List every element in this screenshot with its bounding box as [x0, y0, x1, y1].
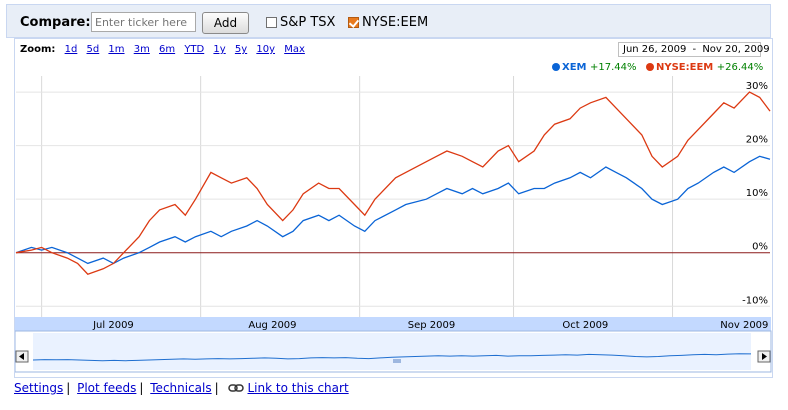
sp-tsx-label: S&P TSX — [280, 15, 336, 30]
legend-eem-change: +26.44% — [716, 62, 764, 73]
x-tick-label: Jul 2009 — [92, 320, 134, 331]
zoom-max[interactable]: Max — [284, 44, 305, 55]
y-tick-label: 20% — [746, 135, 768, 146]
x-axis-band — [15, 317, 771, 331]
chain-link-icon — [227, 384, 244, 392]
zoom-1y[interactable]: 1y — [213, 44, 226, 55]
legend-xem-name: XEM — [562, 62, 587, 73]
zoom-label: Zoom: — [20, 44, 56, 55]
separator: | — [139, 381, 144, 395]
zoom-10y[interactable]: 10y — [256, 44, 276, 55]
xem-legend-dot — [552, 63, 560, 71]
link-to-chart[interactable]: Link to this chart — [247, 381, 349, 395]
eem-legend-dot — [645, 63, 654, 71]
separator: | — [214, 381, 219, 395]
date-range[interactable]: Jun 26, 2009 - Nov 20, 2009 — [618, 42, 770, 57]
zoom-ytd[interactable]: YTD — [184, 44, 205, 55]
zoom-3m[interactable]: 3m — [133, 44, 150, 55]
arrow-left-icon — [19, 353, 24, 360]
price-chart[interactable]: 30% 20% 10% 0% -10% Jul 2009 Aug 2009 Sep 2009 O… — [15, 76, 773, 376]
technicals-link[interactable]: Technicals — [150, 381, 212, 395]
separator: | — [66, 381, 71, 395]
series-line-nyse-eem — [15, 91, 771, 275]
x-tick-label: Oct 2009 — [562, 320, 608, 331]
x-tick-label: Sep 2009 — [408, 320, 455, 331]
y-tick-label: 30% — [746, 81, 768, 92]
add-button[interactable]: Add — [202, 12, 249, 34]
date-range-start: Jun 26, 2009 — [623, 44, 687, 55]
x-tick-label: Aug 2009 — [248, 320, 296, 331]
chart-legend: XEM +17.44% NYSE:EEM +26.44% — [552, 62, 769, 73]
legend-xem-change: +17.44% — [589, 62, 637, 73]
nyse-eem-label: NYSE:EEM — [362, 15, 429, 30]
legend-eem-name: NYSE:EEM — [655, 62, 714, 73]
navigator-grip[interactable] — [393, 359, 401, 363]
date-range-end: Nov 20, 2009 — [702, 44, 770, 55]
zoom-5d[interactable]: 5d — [86, 44, 100, 55]
date-range-separator: - — [692, 44, 697, 55]
sp-tsx-checkbox[interactable] — [266, 17, 277, 28]
compare-bar: Compare: Add S&P TSX NYSE:EEM — [6, 4, 771, 38]
y-tick-label: 0% — [752, 242, 768, 253]
zoom-5y[interactable]: 5y — [234, 44, 248, 55]
footer-links: Settings | Plot feeds | Technicals | Link t… — [14, 381, 349, 395]
checkbox-nyse-eem[interactable]: NYSE:EEM — [348, 15, 428, 30]
zoom-6m[interactable]: 6m — [159, 44, 176, 55]
nyse-eem-checkbox[interactable] — [348, 17, 359, 28]
zoom-1d[interactable]: 1d — [64, 44, 78, 55]
settings-link[interactable]: Settings — [14, 381, 64, 395]
y-tick-label: -10% — [742, 295, 768, 306]
x-tick-label: Nov 2009 — [720, 320, 768, 331]
zoom-1m[interactable]: 1m — [108, 44, 125, 55]
arrow-right-icon — [762, 353, 767, 360]
zoom-controls: Zoom: 1d 5d 1m 3m 6m YTD 1y 5y 10y Max — [20, 44, 311, 55]
ticker-input[interactable] — [91, 12, 196, 32]
navigator-selection — [33, 333, 751, 370]
y-tick-label: 10% — [746, 188, 768, 199]
navigator-line — [32, 353, 752, 362]
checkbox-sp-tsx[interactable]: S&P TSX — [266, 15, 335, 30]
series-line-xem — [15, 155, 771, 265]
plot-feeds-link[interactable]: Plot feeds — [77, 381, 137, 395]
compare-label: Compare: — [20, 15, 91, 30]
